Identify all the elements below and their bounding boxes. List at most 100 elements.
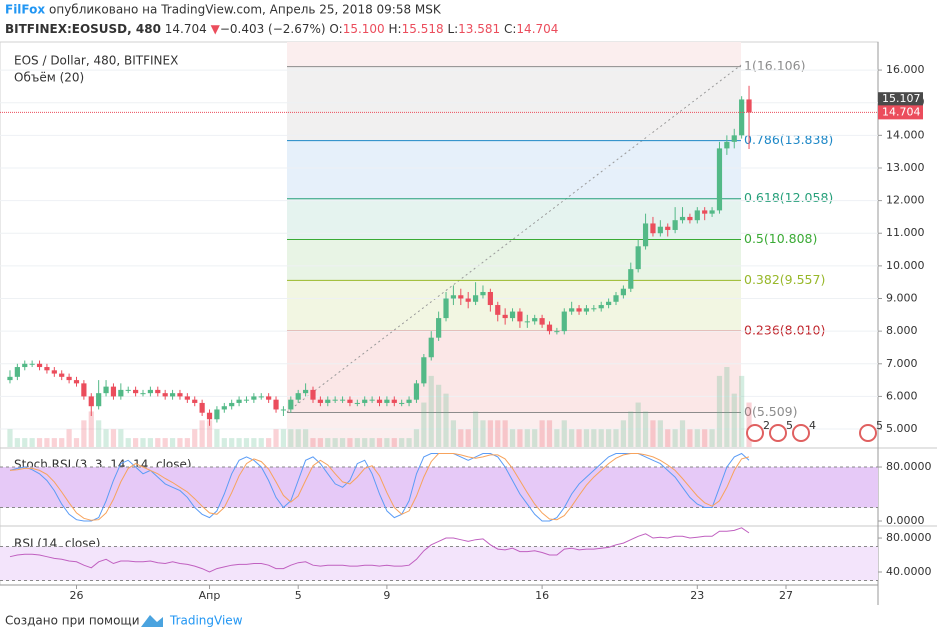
candle-body [495,305,501,315]
candle-body [310,389,316,400]
candle-body [576,308,582,312]
candle-body [613,295,619,302]
candle-body [303,389,309,394]
candle-body [7,376,13,381]
volume-bar [73,438,80,447]
y-tick-label: 8.000 [886,324,918,337]
logo-text[interactable]: TradingView [169,614,243,628]
candle-body [391,399,397,403]
candle-body [620,288,626,296]
y-tick-label: 6.000 [886,389,918,402]
fib-zones [287,42,741,447]
symbol: BITFINEX:EOSUSD, 480 [5,22,161,36]
candle-body [125,389,131,391]
volume-bar [480,420,486,447]
volume-bar [495,420,501,447]
brand: FilFox [5,3,45,17]
candle-body [458,295,464,299]
volume-bar [362,438,368,447]
candle-body [642,223,649,247]
volume-bar [118,429,124,447]
candle-body [96,393,102,407]
candle-body [628,269,634,289]
candle-body [443,298,449,319]
candle-body [155,389,161,394]
candle-body [362,399,368,403]
candle-body [532,318,538,322]
candle-body [406,399,412,403]
candle-body [88,396,94,407]
pane-title: EOS / Dollar, 480, BITFINEX [14,54,178,68]
high: 15.518 [402,22,444,36]
volume-bar [458,429,464,447]
volume-bar [679,420,686,447]
volume-bar [206,420,213,447]
y-tick-label: 80.0000 [886,531,932,544]
volume-bar [22,438,28,447]
footer-text: Создано при помощи [5,614,140,628]
y-tick-label: 80.0000 [886,460,932,473]
candle-body [509,311,516,319]
candle-body [169,393,176,397]
volume-bar [628,411,634,447]
volume-bar [59,438,65,447]
event-icon [792,424,810,442]
volume-bar [517,429,523,447]
volume-bar [450,420,457,447]
volume-bar [243,438,250,447]
candle-body [221,406,227,410]
volume-bar [273,429,279,447]
y-tick-label: 7.000 [886,357,918,370]
volume-bar [524,429,530,447]
indicator-line [9,453,750,521]
x-tick-label: 27 [779,589,793,602]
candle-body [22,363,28,368]
volume-bar [44,438,50,447]
candle-body [266,396,272,400]
volume-bar [14,438,20,447]
fib-label: 0.786(13.838) [744,132,833,147]
event-icon [859,424,877,442]
candle-body [44,367,50,371]
volume-bar [702,429,708,447]
volume-bar [620,420,626,447]
candle-body [687,216,693,221]
volume-bar [155,438,161,447]
open: 15.100 [343,22,385,36]
fib-zone [287,140,741,199]
candle-body [480,291,486,296]
y-tick-label: 12.000 [886,194,925,207]
volume-bar [465,429,471,447]
y-tick-label: 14.000 [886,128,925,141]
fib-label: 0.5(10.808) [744,231,817,246]
volume-bar [502,420,508,447]
volume-bar [569,429,575,447]
volume-bar [7,429,13,447]
candle-body [325,399,331,403]
candle-body [184,396,190,400]
volume-bar [436,384,442,447]
volume-bar [229,438,235,447]
candle-body [739,99,745,136]
volume-bar [598,429,604,447]
candle-body [672,220,678,230]
x-tick-label: 16 [535,589,549,602]
candle-body [59,373,65,377]
candle-body [731,135,737,142]
volume-bar [177,438,183,447]
candle-body [591,308,597,310]
candle-body [118,389,124,397]
fib-label: 0(5.509) [744,404,798,419]
fib-label: 0.618(12.058) [744,190,833,205]
volume-bar [162,438,168,447]
volume-bar [354,438,360,447]
volume-bar [29,438,35,447]
volume-bar [88,411,94,447]
volume-bar [110,429,117,447]
volume-bar [709,429,715,447]
volume-bar [96,420,102,447]
volume-bar [687,429,693,447]
candle-body [81,383,87,397]
